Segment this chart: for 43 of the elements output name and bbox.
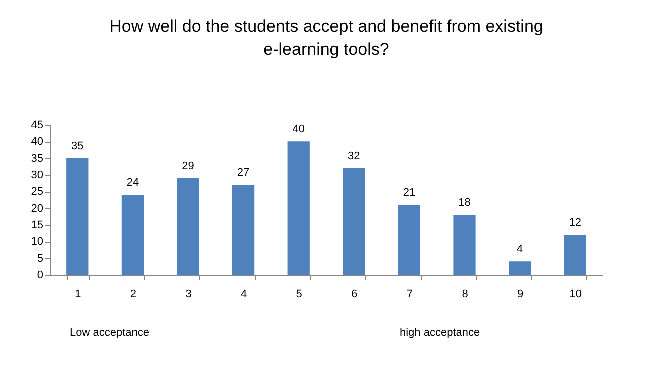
x-tick-label: 1	[75, 288, 82, 300]
x-tick-label: 10	[570, 288, 582, 300]
bar	[288, 142, 310, 275]
x-tick-label: 6	[352, 288, 358, 300]
x-tick-label: 3	[186, 288, 192, 300]
y-tick-label: 40	[31, 136, 44, 148]
data-label: 29	[182, 160, 194, 172]
y-tick-label: 30	[31, 170, 44, 182]
y-tick-label: 0	[37, 270, 44, 282]
bar	[343, 168, 366, 275]
data-label: 24	[126, 177, 140, 189]
data-label: 35	[72, 140, 84, 152]
data-label: 40	[292, 124, 305, 136]
y-tick-label: 35	[31, 152, 44, 165]
data-label: 27	[237, 167, 250, 179]
data-label: 18	[458, 197, 471, 209]
y-tick-label: 10	[31, 236, 44, 248]
x-tick-label: 2	[130, 288, 137, 300]
bar	[398, 205, 421, 275]
bar	[454, 215, 476, 275]
chart-title: How well do the students accept and benefit from existing e-learning tools?	[110, 17, 544, 59]
x-tick-label: 9	[517, 288, 524, 300]
text: Low acceptance	[70, 327, 150, 339]
data-label: 21	[403, 187, 416, 199]
x-tick-label: 8	[462, 288, 468, 300]
x-tick-label: 5	[296, 288, 302, 300]
x-tick-label: 7	[406, 288, 414, 300]
bar	[564, 235, 586, 275]
bar	[66, 158, 89, 275]
y-tick-label: 20	[31, 202, 44, 215]
data-label: 12	[569, 217, 582, 229]
y-tick-label: 25	[31, 186, 44, 198]
data-label: 4	[516, 244, 524, 256]
y-tick-label: 15	[31, 220, 44, 232]
x-tick-label: 4	[240, 288, 248, 300]
bar	[177, 178, 200, 275]
y-tick-label: 45	[31, 120, 44, 132]
bar	[508, 262, 532, 275]
bar	[232, 185, 255, 275]
y-tick-label: 5	[37, 252, 44, 265]
bar	[122, 195, 144, 275]
text: high acceptance	[400, 327, 480, 339]
data-label: 32	[348, 150, 360, 162]
